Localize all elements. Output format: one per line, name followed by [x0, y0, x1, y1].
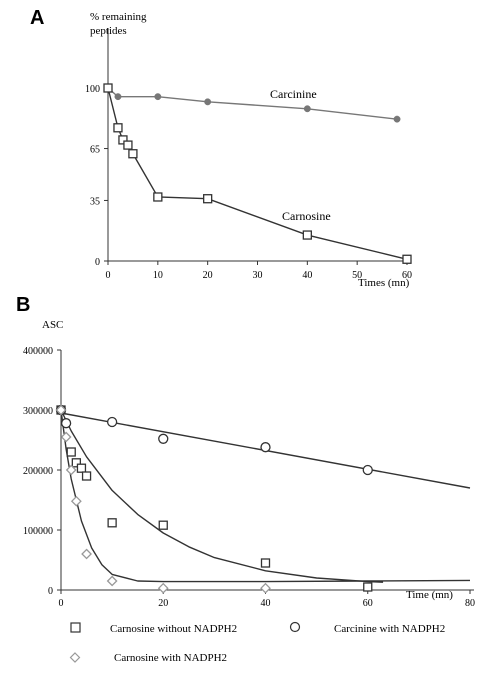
legend-marker-square: [70, 622, 81, 633]
panel-a-point-carcinine: [393, 115, 401, 123]
panel-b-point-square: [107, 518, 117, 528]
panel-b-chart: ASC 0 20 40 60 80 0100000200000300000400000 …: [23, 319, 475, 664]
panel-b-letter: B: [16, 294, 30, 316]
panel-a-point-carcinine: [114, 93, 122, 101]
panel-a-x-tick-label: 60: [402, 270, 412, 281]
panel-b-point-square: [158, 520, 168, 530]
panel-b-point-diamond: [81, 548, 92, 560]
panel-b-point-diamond: [65, 464, 77, 476]
panel-a-point-carnosine: [128, 149, 138, 159]
panel-b-point-square: [71, 458, 81, 468]
panel-b-point-diamond: [260, 582, 271, 594]
panel-a-letter: A: [30, 7, 44, 29]
panel-b-y-tick-label: 400000: [23, 346, 53, 357]
panel-a-y-tick-label: 100: [85, 84, 100, 95]
series-label-carcinine: Carcinine: [270, 87, 317, 101]
panel-a-point-carcinine: [204, 98, 212, 106]
panel-a-point-carnosine: [402, 254, 412, 264]
panel-a-point-carcinine: [303, 105, 311, 113]
panel-b-x-tick-label: 60: [363, 598, 373, 609]
panel-b-point-circle: [106, 416, 118, 428]
panel-a-point-carnosine: [203, 194, 213, 204]
legend-label-carnosine-without-nadph2: Carnosine without NADPH2: [110, 623, 237, 635]
panel-b-point-square: [363, 582, 373, 592]
panel-b-point-circle: [158, 433, 169, 444]
panel-a-point-carnosine: [153, 192, 163, 202]
panel-a-series-line-carnosine: [107, 87, 408, 260]
legend-label-carcinine-with-nadph2: Carcinine with NADPH2: [334, 623, 445, 635]
legend-marker-circle: [289, 621, 301, 633]
panel-b-point-circle: [260, 442, 271, 453]
panel-a-x-axis-label: Times (mn): [358, 277, 410, 289]
panel-a-x-tick-label: 10: [153, 270, 163, 281]
panel-b-x-tick-label: 20: [158, 598, 168, 609]
panel-a-point-carnosine: [118, 135, 128, 145]
panel-a-point-carnosine: [103, 83, 113, 93]
panel-b-point-diamond: [106, 575, 118, 587]
panel-b-point-diamond: [55, 404, 67, 416]
panel-b-point-square: [76, 463, 87, 473]
panel-b-point-diamond: [70, 495, 82, 507]
panel-b-point-square: [260, 558, 271, 568]
panel-a-x-tick-label: 0: [106, 270, 111, 281]
panel-a-y-tick-label: 65: [90, 145, 100, 156]
panel-a-x-tick-label: 20: [203, 270, 213, 281]
panel-a-y-tick-label: 35: [90, 196, 100, 207]
panel-b-x-tick-label: 40: [261, 598, 271, 609]
panel-b-point-diamond: [60, 431, 72, 443]
panel-a-x-tick-label: 30: [253, 270, 263, 281]
panel-b-y-tick-label: 0: [48, 586, 53, 597]
panel-b-point-diamond: [157, 582, 169, 594]
legend: Carnosine without NADPH2 Carcinine with …: [69, 621, 445, 664]
panel-b-point-square: [81, 471, 92, 481]
panel-a-point-carnosine: [123, 140, 133, 150]
panel-a-series-line-carcinine: [107, 87, 398, 120]
panel-b-fit-curve: [60, 409, 471, 583]
legend-label-carnosine-with-nadph2: Carnosine with NADPH2: [114, 652, 227, 664]
panel-a-y-tick-label: 0: [95, 257, 100, 268]
series-label-carnosine: Carnosine: [282, 209, 331, 223]
panel-a-point-carcinine: [154, 93, 162, 101]
panel-b-y-axis-label: ASC: [42, 319, 63, 331]
panel-b-point-circle: [60, 418, 72, 429]
panel-b-y-tick-label: 200000: [23, 466, 53, 477]
panel-b-y-tick-label: 300000: [23, 406, 53, 417]
panel-b-fit-curve: [60, 409, 384, 583]
panel-a-point-carnosine: [302, 230, 312, 240]
panel-a-x-tick-label: 40: [302, 270, 312, 281]
legend-marker-diamond: [69, 652, 81, 663]
panel-b-x-tick-label: 0: [59, 598, 64, 609]
panel-a-y-axis-label-line1: % remaining: [90, 11, 147, 23]
panel-b-y-tick-label: 100000: [23, 526, 53, 537]
panel-b-point-square: [66, 447, 76, 457]
panel-a-point-carnosine: [113, 123, 123, 133]
panel-b-x-tick-label: 80: [465, 598, 475, 609]
panel-a-x-tick-label: 50: [352, 270, 362, 281]
panel-b-x-axis-label: Time (mn): [406, 589, 453, 601]
panel-b-point-circle: [362, 464, 373, 476]
